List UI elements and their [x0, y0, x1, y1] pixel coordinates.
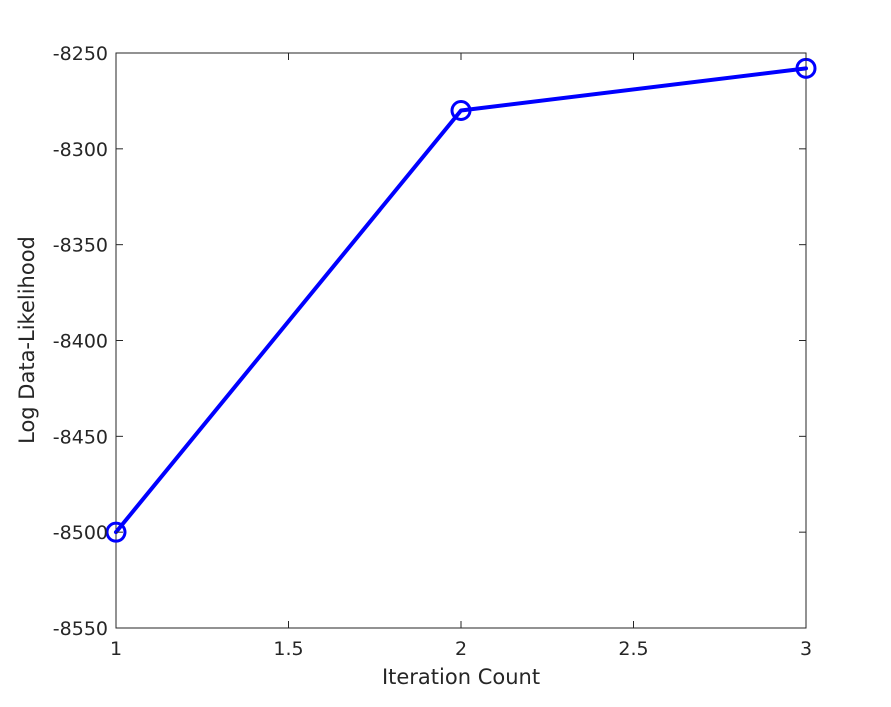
x-tick-label: 1.5 [273, 638, 303, 660]
y-tick-label: -8450 [53, 426, 108, 448]
axes-box [115, 52, 807, 629]
y-tick-label: -8550 [53, 618, 108, 640]
data-point-marker [105, 521, 127, 543]
ticks-layer: 1 1.5 2 2.5 3 -8550 -8500 -8450 -8400 -8350 -8300 -… [53, 43, 812, 660]
x-tick-label: 1 [110, 638, 122, 660]
y-tick-label: -8250 [53, 43, 108, 65]
y-tick-label: -8400 [53, 331, 108, 353]
series-line [114, 66, 808, 535]
x-tick-label: 3 [800, 638, 812, 660]
y-tick-label: -8500 [53, 522, 108, 544]
x-tick-label: 2.5 [618, 638, 648, 660]
y-axis-label: Log Data-Likelihood [15, 236, 39, 444]
y-tick-label: -8300 [53, 139, 108, 161]
data-point-marker [450, 100, 472, 121]
x-tick-label: 2 [455, 638, 467, 660]
y-tick-label: -8350 [53, 235, 108, 257]
x-axis-label: Iteration Count [382, 665, 540, 689]
plot-area [115, 52, 807, 629]
